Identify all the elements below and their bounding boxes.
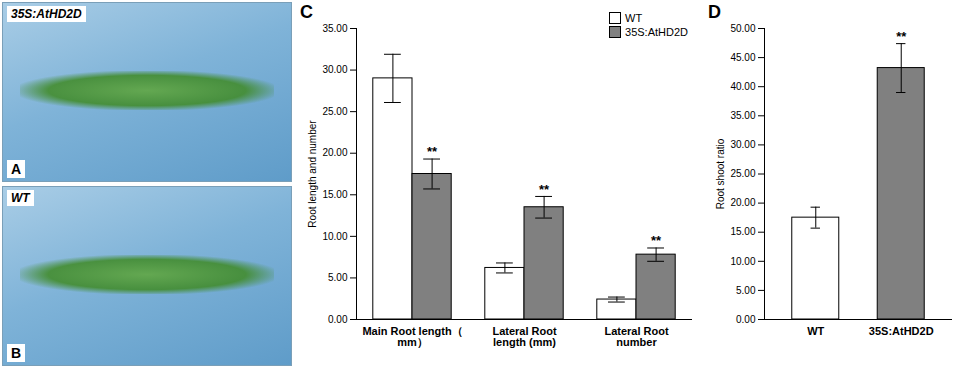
svg-text:20.00: 20.00 xyxy=(730,197,755,208)
svg-text:**: ** xyxy=(539,182,550,197)
svg-text:35.00: 35.00 xyxy=(322,23,347,34)
svg-text:WT: WT xyxy=(807,325,824,337)
svg-text:Lateral Rootnumber: Lateral Rootnumber xyxy=(604,325,669,348)
svg-text:10.00: 10.00 xyxy=(730,255,755,266)
svg-text:10.00: 10.00 xyxy=(322,231,347,242)
svg-text:30.00: 30.00 xyxy=(322,64,347,75)
svg-text:25.00: 25.00 xyxy=(322,106,347,117)
svg-text:Main Root length（mm）: Main Root length（mm） xyxy=(362,325,462,349)
svg-text:35S:AtHD2D: 35S:AtHD2D xyxy=(869,325,934,337)
svg-text:45.00: 45.00 xyxy=(730,52,755,63)
svg-text:Lateral Rootlength (mm): Lateral Rootlength (mm) xyxy=(492,325,557,348)
svg-text:25.00: 25.00 xyxy=(730,168,755,179)
svg-text:Root length and number: Root length and number xyxy=(307,120,318,228)
svg-text:5.00: 5.00 xyxy=(736,285,756,296)
svg-text:0.00: 0.00 xyxy=(736,314,756,325)
svg-text:**: ** xyxy=(896,29,907,44)
html-text:35S:AtHD2D: 35S:AtHD2D xyxy=(625,26,688,38)
svg-text:20.00: 20.00 xyxy=(322,147,347,158)
html-text:C: C xyxy=(300,2,313,22)
svg-text:15.00: 15.00 xyxy=(322,189,347,200)
html-text:D: D xyxy=(708,2,721,22)
svg-text:0.00: 0.00 xyxy=(328,314,348,325)
html-text:A: A xyxy=(11,161,22,177)
svg-text:**: ** xyxy=(651,233,662,248)
svg-text:**: ** xyxy=(427,144,438,159)
svg-text:5.00: 5.00 xyxy=(328,272,348,283)
svg-text:Root shoot ratio: Root shoot ratio xyxy=(715,138,726,209)
html-text:B: B xyxy=(11,345,22,361)
html-text:WT: WT xyxy=(625,12,643,24)
html-text:35S:AtHD2D: 35S:AtHD2D xyxy=(11,7,82,21)
svg-text:30.00: 30.00 xyxy=(730,139,755,150)
svg-text:35.00: 35.00 xyxy=(730,110,755,121)
svg-text:50.00: 50.00 xyxy=(730,23,755,34)
svg-text:15.00: 15.00 xyxy=(730,226,755,237)
html-text:WT: WT xyxy=(11,191,30,205)
svg-text:40.00: 40.00 xyxy=(730,81,755,92)
